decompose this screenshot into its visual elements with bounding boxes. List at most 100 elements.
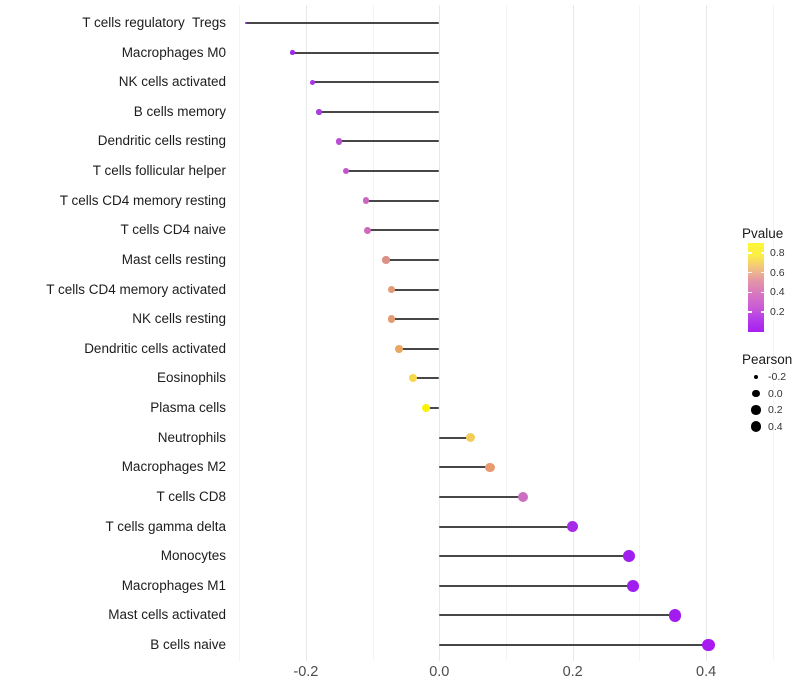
gridline-major: [706, 5, 708, 661]
colorbar-tick-label: 0.4: [770, 286, 785, 299]
y-axis-label: T cells follicular helper: [92, 163, 226, 179]
lollipop-stem: [439, 466, 490, 469]
colorbar-tick-mark: [748, 271, 752, 274]
gridline-minor: [506, 5, 507, 661]
lollipop-stem: [391, 288, 440, 291]
lollipop-stem: [425, 407, 440, 410]
lollipop-stem: [439, 644, 709, 647]
lollipop-point: [244, 21, 247, 25]
lollipop-point: [395, 344, 404, 353]
colorbar-tick-label: 0.6: [770, 266, 785, 279]
lollipop-stem: [367, 229, 440, 232]
lollipop-point: [668, 609, 681, 622]
lollipop-point: [567, 521, 579, 532]
lollipop-stem: [399, 347, 440, 350]
lollipop-stem: [292, 51, 440, 54]
gridline-major: [439, 5, 441, 661]
gridline-major: [305, 5, 307, 661]
colorbar-tick-mark: [760, 252, 764, 254]
lollipop-stem: [391, 318, 440, 321]
colorbar-tick-mark: [760, 291, 764, 294]
legend-pvalue-title: Pvalue: [742, 226, 784, 241]
lollipop-point: [382, 256, 390, 264]
lollipop-stem: [439, 584, 634, 587]
y-axis-label: NK cells activated: [118, 74, 226, 90]
pearson-legend-dot: [752, 389, 760, 398]
lollipop-stem: [412, 377, 440, 380]
y-axis-label: B cells naive: [150, 637, 226, 653]
y-axis-label: Macrophages M1: [121, 577, 226, 593]
colorbar-tick-mark: [748, 291, 752, 294]
lollipop-stem: [365, 199, 440, 202]
gridline-minor: [639, 5, 641, 661]
pearson-legend-dot: [753, 374, 759, 380]
plot-panel: [234, 5, 781, 661]
lollipop-stem: [439, 525, 573, 528]
lollipop-stem: [385, 258, 440, 261]
gridline-minor: [239, 5, 241, 661]
y-axis-label: Macrophages M0: [121, 44, 226, 60]
lollipop-stem: [439, 495, 523, 498]
pearson-legend-label: -0.2: [768, 371, 787, 383]
lollipop-stem: [439, 555, 629, 558]
lollipop-point: [485, 462, 495, 473]
y-axis-label: Dendritic cells resting: [97, 133, 226, 149]
y-axis-label: NK cells resting: [132, 311, 226, 327]
y-axis-label: T cells regulatory Tregs: [82, 15, 226, 30]
pearson-legend-dot: [751, 405, 761, 415]
y-axis-label: T cells CD8: [156, 488, 226, 504]
pearson-legend-label: 0.4: [768, 420, 783, 433]
lollipop-stem: [439, 436, 471, 439]
y-axis-label: Mast cells resting: [121, 251, 226, 267]
y-axis-label: T cells CD4 naive: [120, 222, 226, 238]
lollipop-point: [408, 374, 417, 383]
lollipop-point: [387, 285, 395, 294]
pearson-legend-dot: [750, 421, 762, 432]
lollipop-stem: [345, 170, 440, 173]
gridline-major: [572, 5, 574, 661]
colorbar-tick-label: 0.8: [770, 246, 785, 259]
lollipop-stem: [319, 110, 440, 113]
y-axis-label: Eosinophils: [156, 370, 226, 386]
y-axis-label: Neutrophils: [157, 429, 226, 445]
pearson-legend-label: 0.2: [768, 404, 783, 416]
x-axis-tick-label: 0.2: [562, 664, 583, 680]
lollipop-point: [309, 79, 316, 85]
lollipop-stem: [339, 140, 440, 143]
y-axis-label: B cells memory: [133, 103, 226, 119]
lollipop-point: [362, 197, 370, 205]
colorbar-tick-mark: [748, 311, 752, 314]
lollipop-stem: [245, 22, 440, 24]
lollipop-point: [342, 167, 350, 175]
lollipop-point: [421, 403, 431, 413]
lollipop-point: [364, 226, 372, 234]
colorbar-tick-label: 0.2: [770, 306, 785, 319]
colorbar-tick-mark: [760, 311, 764, 314]
y-axis-label: T cells CD4 memory activated: [46, 281, 226, 297]
lollipop-point: [336, 138, 343, 145]
y-axis-label: Dendritic cells activated: [84, 340, 226, 356]
lollipop-point: [701, 638, 715, 652]
y-axis-label: T cells gamma delta: [105, 518, 226, 534]
y-axis-label: Mast cells activated: [108, 607, 226, 623]
gridline-minor: [372, 5, 374, 661]
legend-pearson-title: Pearson: [742, 352, 793, 367]
gridline-minor: [772, 5, 774, 661]
lollipop-point: [316, 109, 322, 115]
legend-pearson: Pearson -0.2 0.0 0.2 0.4: [742, 352, 800, 432]
lollipop-point: [387, 315, 395, 323]
legend-pvalue: Pvalue 0.8 0.6 0.4 0.2: [742, 226, 800, 332]
y-axis-label: T cells CD4 memory resting: [59, 192, 226, 208]
lollipop-stem: [312, 81, 440, 84]
y-axis-label: Plasma cells: [150, 400, 226, 416]
x-axis-tick-label: 0.4: [696, 664, 717, 680]
y-axis-label: Macrophages M2: [121, 459, 226, 475]
x-axis-tick-label: 0.0: [429, 664, 450, 680]
lollipop-stem: [439, 614, 675, 617]
pearson-legend-label: 0.0: [768, 387, 783, 400]
lollipop-point: [622, 550, 635, 563]
lollipop-point: [627, 579, 640, 592]
colorbar-tick-mark: [748, 252, 752, 254]
pvalue-gradient-bar: [748, 243, 764, 332]
